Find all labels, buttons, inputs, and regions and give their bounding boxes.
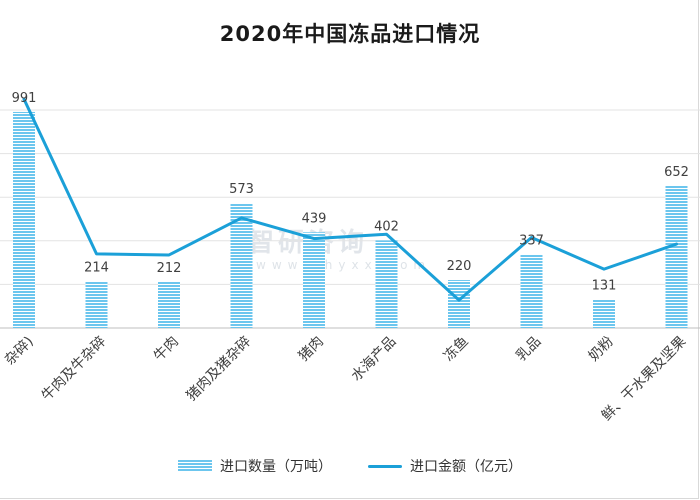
bar-value-label: 402 [374, 219, 399, 234]
bar-1 [85, 281, 108, 328]
bar-6 [448, 280, 470, 328]
bar-value-label: 439 [302, 211, 327, 226]
x-tick-label: 牛肉 [151, 334, 182, 365]
bar-0 [13, 111, 35, 328]
x-tick-label: 奶粉 [586, 334, 617, 365]
x-tick-label: 猪肉 [296, 334, 327, 365]
chart-title: 2020年中国冻品进口情况 [219, 22, 481, 46]
bar-value-label: 212 [157, 261, 182, 276]
amount-line [22, 97, 678, 302]
bar-value-label: 220 [447, 259, 472, 274]
bar-4 [303, 232, 325, 328]
bar-value-label: 991 [12, 91, 37, 106]
legend-label-amount: 进口金额（亿元） [410, 459, 522, 475]
x-tick-label: 乳品 [513, 334, 544, 365]
bar-8 [593, 299, 615, 328]
legend-swatch-line [368, 464, 402, 468]
bar-2 [158, 281, 180, 328]
chart-legend: 进口数量（万吨） 进口金额（亿元） [0, 456, 700, 476]
bar-value-label: 131 [592, 278, 617, 293]
legend-item-amount: 进口金额（亿元） [368, 456, 522, 476]
bar-value-label: 214 [84, 260, 109, 275]
x-tick-label: 杂碎) [2, 334, 37, 369]
bar-7 [520, 254, 543, 328]
bar-value-label: 573 [229, 182, 254, 197]
x-tick-label: 冻鱼 [440, 333, 472, 365]
bar-value-label: 337 [519, 234, 544, 249]
bar-9 [665, 185, 688, 328]
bar-5 [375, 240, 398, 328]
x-tick-label: 牛肉及牛杂碎 [39, 334, 110, 405]
x-tick-label: 水海产品 [348, 334, 399, 385]
bar-value-label: 652 [664, 165, 689, 180]
legend-item-quantity: 进口数量（万吨） [178, 456, 332, 476]
bar-3 [230, 203, 253, 328]
legend-label-quantity: 进口数量（万吨） [220, 459, 332, 475]
legend-swatch-bar [178, 460, 212, 472]
x-tick-label: 猪肉及猪杂碎 [184, 334, 255, 405]
